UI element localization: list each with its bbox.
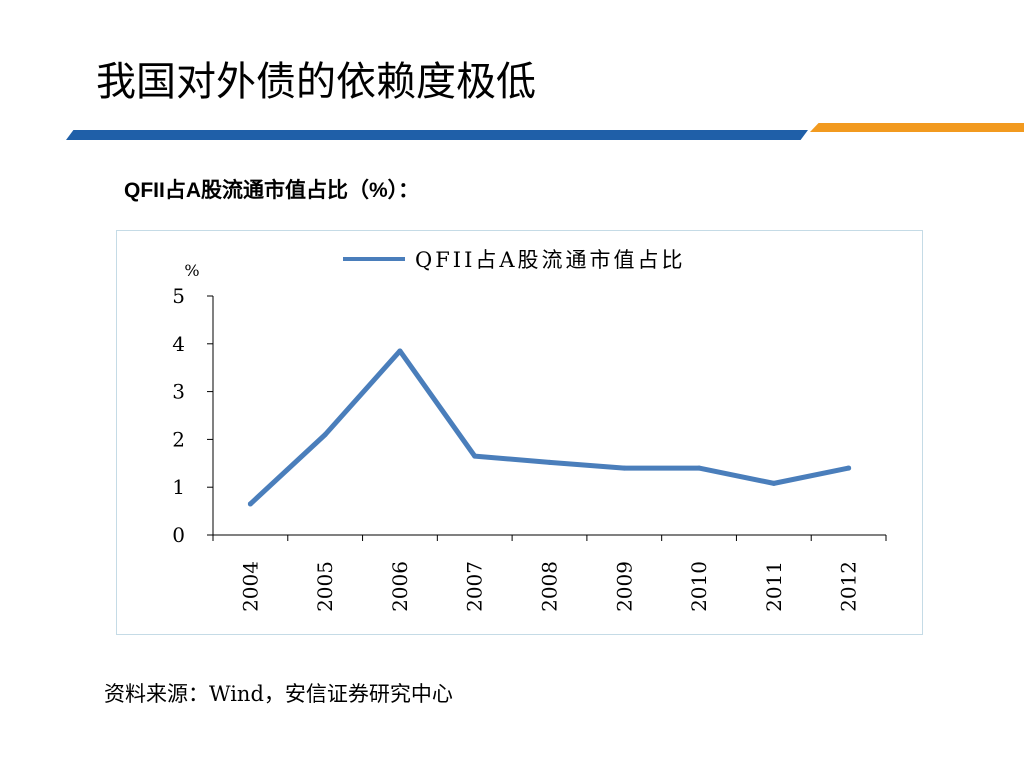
- x-tick-label: 2010: [687, 561, 711, 612]
- data-point: [547, 459, 552, 465]
- source-note: 资料来源：Wind，安信证券研究中心: [104, 682, 453, 706]
- title-underline-orange: [810, 123, 1024, 132]
- y-tick-label: 2: [172, 427, 185, 451]
- line-chart: 0 1 2 3 4 5% 2004 2005 2006 2007 2008 2009 2010 2011 2…: [172, 248, 887, 612]
- y-tick-label: 1: [172, 475, 185, 499]
- x-tick-label: 2004: [238, 561, 262, 612]
- x-tick-label: 2005: [313, 561, 337, 612]
- chart-area: 0 1 2 3 4 5% 2004 2005 2006 2007 2008 2009 2010 2011 2…: [116, 230, 923, 635]
- x-tick-label: 2011: [762, 561, 786, 612]
- x-tick-label: 2006: [388, 561, 412, 612]
- legend-label: QFII占A股流通市值占比: [415, 248, 686, 272]
- y-tick-label: 0: [172, 523, 185, 547]
- data-point: [397, 348, 403, 354]
- y-tick-label: 4: [172, 332, 185, 356]
- data-point: [621, 465, 627, 471]
- x-tick-label: 2009: [612, 561, 636, 612]
- title-underline-blue: [66, 130, 808, 140]
- data-point: [472, 453, 478, 459]
- slide-title: 我国对外债的依赖度极低: [96, 59, 536, 105]
- data-point: [247, 501, 253, 507]
- y-axis-label: %: [184, 261, 199, 280]
- series-line: [247, 348, 852, 507]
- x-tick-label: 2008: [538, 561, 562, 612]
- data-point: [846, 465, 852, 471]
- data-point: [696, 465, 702, 471]
- x-tick-label: 2012: [837, 561, 861, 612]
- data-point: [771, 480, 777, 486]
- y-tick-label: 3: [172, 380, 185, 404]
- data-point: [322, 432, 328, 438]
- y-tick-label: 5: [172, 284, 185, 308]
- chart-subtitle: QFII占A股流通市值占比（%）：: [124, 179, 420, 202]
- x-tick-label: 2007: [463, 561, 487, 612]
